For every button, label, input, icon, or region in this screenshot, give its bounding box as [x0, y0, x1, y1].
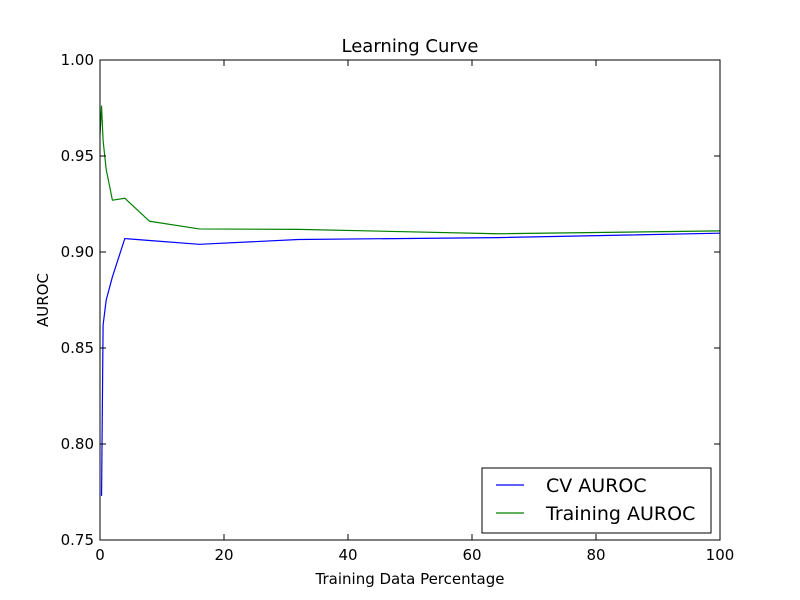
x-tick-label: 40	[338, 546, 357, 564]
y-axis-label: AUROC	[34, 273, 52, 327]
y-tick-label: 0.80	[61, 435, 94, 453]
legend: CV AUROC Training AUROC	[481, 467, 712, 534]
legend-box	[481, 467, 712, 534]
series-line-cv-auroc	[100, 232, 721, 496]
x-axis-label: Training Data Percentage	[315, 570, 505, 588]
y-tick-label: 0.90	[61, 243, 94, 261]
y-tick-label: 0.95	[61, 147, 94, 165]
x-tick-label: 100	[706, 546, 735, 564]
chart-title: Learning Curve	[342, 36, 479, 57]
legend-label-cv-auroc: CV AUROC	[546, 475, 647, 497]
y-tick-label: 0.85	[61, 339, 94, 357]
x-tick-label: 20	[214, 546, 233, 564]
x-tick-label: 60	[462, 546, 481, 564]
x-tick-label: 0	[95, 546, 105, 564]
plot-area: 0 20 40 60 80 100 0.75 0.80 0.85 0.90 0.95 1.00 CV A…	[61, 51, 735, 564]
axes-frame	[99, 59, 721, 541]
y-tick-label: 0.75	[61, 531, 94, 549]
legend-label-training-auroc: Training AUROC	[545, 503, 695, 525]
series-line-training-auroc	[99, 105, 721, 235]
y-tick-label: 1.00	[61, 51, 94, 69]
x-tick-label: 80	[586, 546, 605, 564]
